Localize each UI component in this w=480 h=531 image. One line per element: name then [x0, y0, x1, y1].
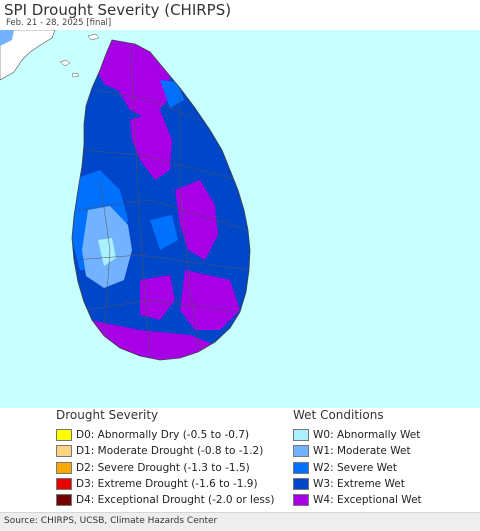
w2-northeast — [160, 80, 184, 108]
w4-southwest — [140, 275, 175, 320]
w4-central — [130, 110, 172, 180]
swatch-d0 — [56, 429, 72, 441]
map-canvas — [0, 30, 480, 408]
w4-east — [175, 180, 218, 260]
mainland-wet-patch — [0, 30, 14, 46]
w4-southeast — [180, 270, 240, 330]
swatch-d3 — [56, 477, 72, 490]
legend-label-w1: W1: Moderate Wet — [313, 445, 411, 458]
district-borders — [73, 40, 250, 360]
legend-label-d4: D4: Exceptional Drought (-2.0 or less) — [76, 494, 275, 507]
swatch-d4 — [56, 494, 72, 507]
legend-label-d3: D3: Extreme Drought (-1.6 to -1.9) — [76, 477, 258, 490]
swatch-w1 — [293, 445, 309, 458]
w2-center — [150, 215, 178, 250]
swatch-w3 — [293, 477, 309, 490]
legend-label-w3: W3: Extreme Wet — [313, 477, 405, 490]
legend-label-w2: W2: Severe Wet — [313, 461, 397, 474]
footer: Source: CHIRPS, UCSB, Climate Hazards Ce… — [0, 512, 480, 531]
drought-legend-title: Drought Severity — [56, 408, 159, 422]
jaffna-islands — [59, 33, 100, 78]
map-title: SPI Drought Severity (CHIRPS) — [4, 1, 232, 19]
legend-label-d2: D2: Severe Drought (-1.3 to -1.5) — [76, 461, 250, 474]
w4-north — [96, 40, 170, 120]
w0-west — [98, 238, 116, 266]
swatch-d2 — [56, 461, 72, 474]
swatch-d1 — [56, 445, 72, 458]
swatch-w2 — [293, 461, 309, 474]
swatch-w0 — [293, 429, 309, 441]
legend-label-d0: D0: Abnormally Dry (-0.5 to -0.7) — [76, 429, 250, 441]
wet-legend-title: Wet Conditions — [293, 408, 384, 422]
swatch-w4 — [293, 494, 309, 507]
legend-label-d1: D1: Moderate Drought (-0.8 to -1.2) — [76, 445, 264, 458]
source-credit: Source: CHIRPS, UCSB, Climate Hazards Ce… — [4, 516, 218, 526]
map-subtitle: Feb. 21 - 28, 2025 [final] — [6, 18, 112, 28]
legend: Drought Severity D0: Abnormally Dry (-0.… — [0, 408, 480, 512]
mainland-india — [0, 30, 56, 81]
legend-label-w4: W4: Exceptional Wet — [313, 494, 422, 507]
legend-label-w0: W0: Abnormally Wet — [313, 429, 421, 441]
